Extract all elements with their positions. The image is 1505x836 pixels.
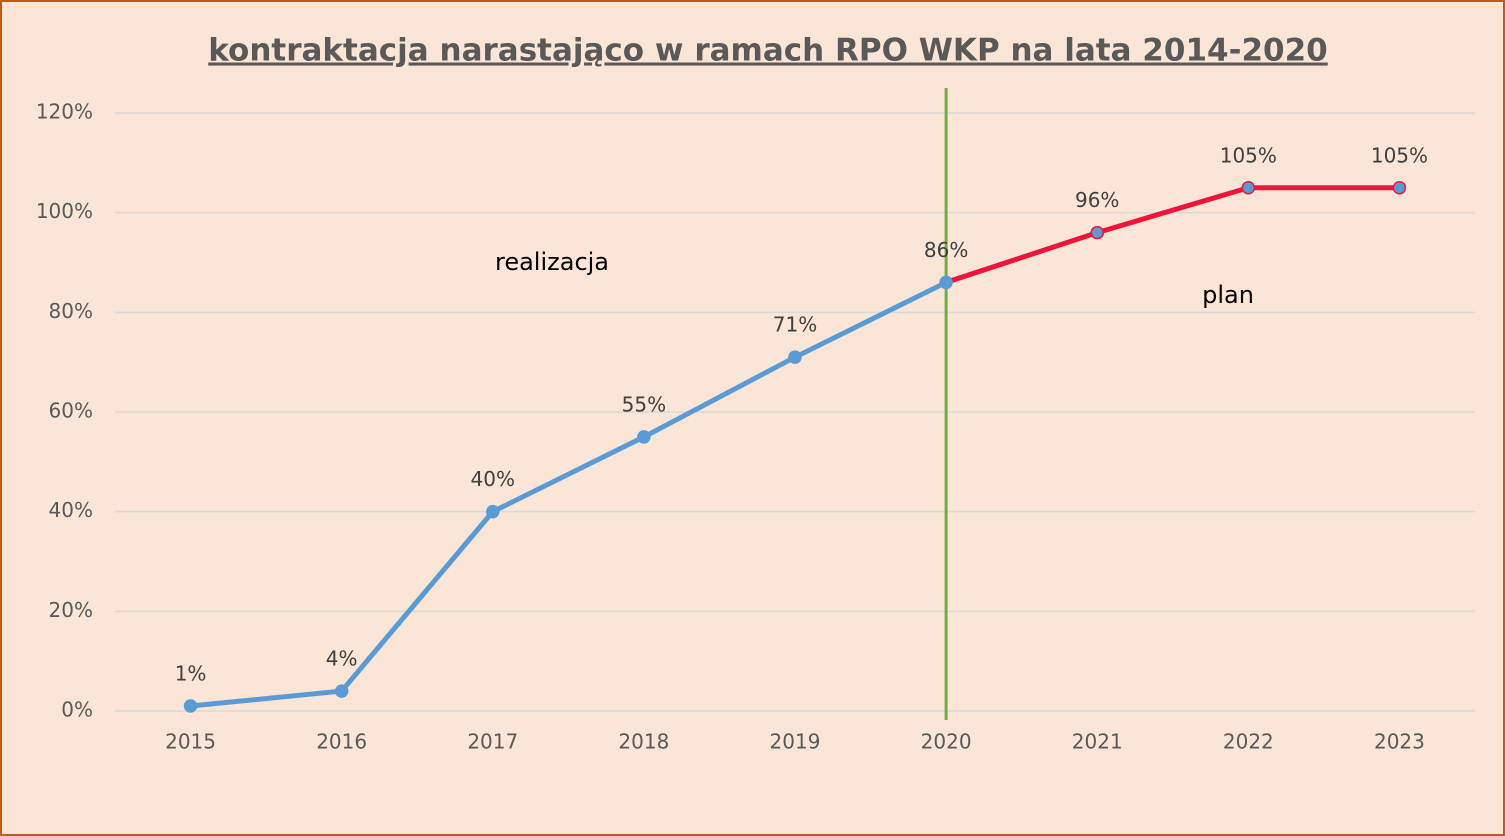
x-tick-label: 2019 — [770, 730, 821, 754]
point-marker — [788, 350, 802, 364]
x-tick-label: 2018 — [618, 730, 669, 754]
point-marker — [1090, 225, 1104, 240]
x-tick-label: 2023 — [1374, 730, 1425, 754]
point-marker — [1392, 181, 1407, 195]
point-marker — [637, 430, 651, 444]
chart-title: kontraktacja narastająco w ramach RPO WK… — [208, 33, 1327, 69]
point-marker — [1241, 181, 1256, 195]
y-tick-label: 120% — [36, 100, 93, 124]
data-label: 71% — [773, 313, 817, 337]
series-annotation: realizacja — [495, 248, 609, 276]
data-label: 40% — [471, 467, 515, 491]
point-marker — [334, 684, 349, 698]
x-tick-label: 2020 — [921, 730, 972, 754]
y-tick-label: 60% — [49, 399, 93, 423]
x-tick-label: 2016 — [316, 730, 367, 754]
point-marker — [939, 275, 953, 290]
y-tick-label: 20% — [49, 598, 93, 622]
y-tick-label: 100% — [36, 199, 93, 223]
x-tick-label: 2015 — [165, 730, 216, 754]
x-tick-label: 2022 — [1223, 730, 1274, 754]
series-line — [945, 185, 1400, 285]
data-label: 55% — [622, 392, 666, 416]
x-tick-label: 2021 — [1072, 730, 1123, 754]
point-marker — [486, 504, 500, 519]
series-line — [190, 280, 948, 709]
data-label: 105% — [1220, 143, 1277, 167]
data-label: 105% — [1371, 143, 1428, 167]
y-tick-label: 80% — [49, 299, 93, 323]
data-label: 86% — [924, 238, 968, 262]
series-annotation: plan — [1202, 281, 1254, 309]
data-label: 4% — [326, 647, 358, 671]
x-tick-label: 2017 — [467, 730, 518, 754]
y-tick-label: 0% — [61, 698, 93, 722]
data-label: 96% — [1075, 188, 1119, 212]
point-marker — [183, 699, 198, 713]
y-tick-label: 40% — [49, 498, 93, 522]
data-label: 1% — [175, 662, 207, 686]
